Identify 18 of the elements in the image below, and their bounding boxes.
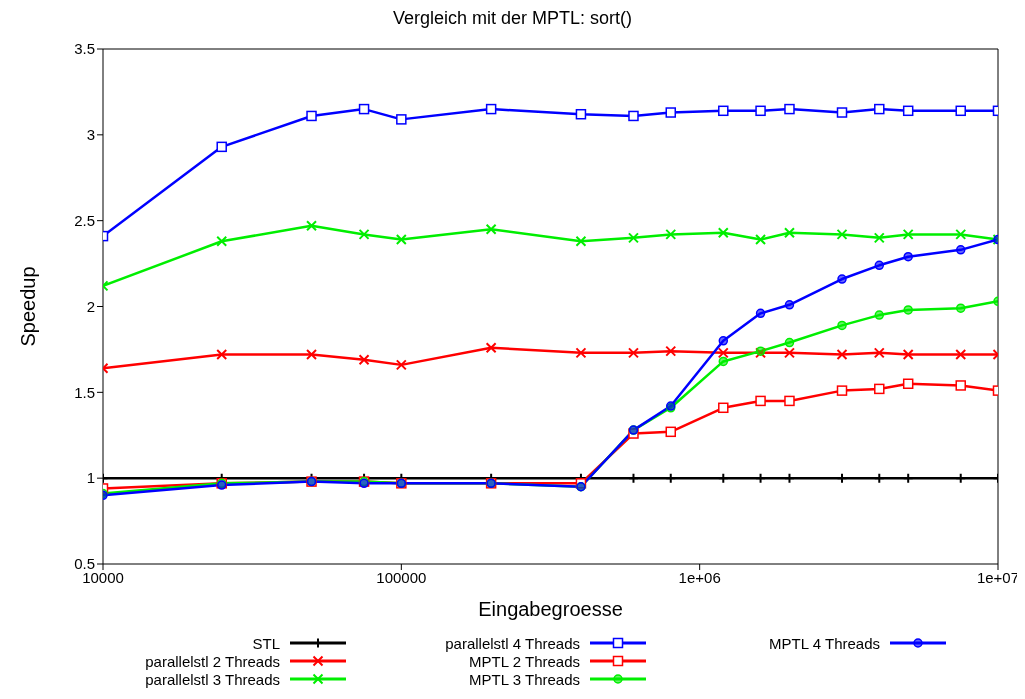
legend-label: parallelstl 2 Threads <box>145 652 280 670</box>
legend-label: MPTL 2 Threads <box>469 652 580 670</box>
legend-label: parallelstl 3 Threads <box>145 670 280 688</box>
y-tick-label: 2 <box>86 297 95 315</box>
y-tick-label: 2.5 <box>74 211 95 229</box>
legend-label: MPTL 4 Threads <box>769 634 880 652</box>
y-tick-label: 3.5 <box>74 40 95 58</box>
legend-label: MPTL 3 Threads <box>469 670 580 688</box>
x-tick-label: 1e+06 <box>678 568 721 586</box>
chart-title: Vergleich mit der MPTL: sort() <box>391 8 634 30</box>
legend-label: STL <box>252 634 280 652</box>
x-axis-title: Eingabegroesse <box>478 598 623 620</box>
y-tick-label: 3 <box>86 126 95 144</box>
x-tick-label: 100000 <box>376 568 427 586</box>
y-tick-label: 1 <box>86 469 95 487</box>
y-tick-label: 1.5 <box>74 383 95 401</box>
legend-label: parallelstl 4 Threads <box>445 634 580 652</box>
y-axis-title: Speedup <box>17 266 40 347</box>
